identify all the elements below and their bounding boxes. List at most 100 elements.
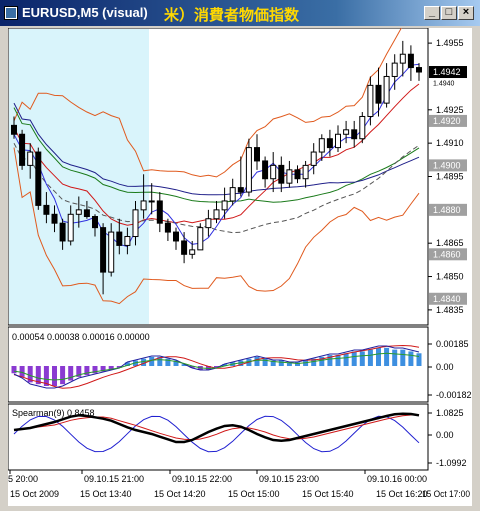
candle-body: [286, 169, 293, 184]
macd-bar: [367, 349, 373, 366]
macd-bar: [116, 366, 122, 368]
candle-body: [197, 227, 204, 251]
candle-body: [35, 151, 42, 206]
macd-bar: [43, 366, 49, 386]
macd-bar: [254, 356, 260, 366]
macd-bar: [376, 347, 381, 366]
candle-body: [205, 218, 212, 229]
spearman-tick-label: 1.0825: [436, 408, 464, 418]
spearman-tick-label: 0.00: [436, 430, 454, 440]
macd-bar: [295, 362, 300, 366]
ma-dashed-line: [13, 142, 420, 234]
macd-bar: [35, 366, 41, 385]
price-tick-label: 1.4910: [436, 138, 464, 148]
macd-bar: [19, 366, 25, 377]
current-price-label: 1.4942: [433, 67, 461, 77]
plot-area[interactable]: 1.4955 1.4925 1.4910 1.4895 1.4865 1.4850 1.48…: [7, 17, 472, 506]
minimize-button[interactable]: _: [424, 6, 440, 20]
candle-body: [391, 62, 398, 77]
ma-navy-line: [13, 102, 420, 196]
macd-bar: [92, 366, 98, 374]
macd-bar: [149, 356, 155, 366]
candle-body: [213, 209, 220, 220]
close-button[interactable]: ×: [458, 6, 474, 20]
candle-body: [335, 133, 341, 149]
spearman-red-line: [13, 414, 420, 441]
candle-body: [51, 213, 58, 224]
macd-bar: [278, 360, 284, 366]
macd-bar: [173, 360, 179, 366]
macd-bar: [416, 353, 422, 366]
candle-body: [164, 222, 171, 233]
time-axis-label-secondary: 15 Oct 2009: [10, 489, 59, 499]
macd-bar: [286, 362, 292, 366]
candle-body: [43, 204, 50, 215]
macd-bar: [60, 366, 66, 385]
candle-body: [302, 164, 309, 180]
macd-bar: [205, 366, 211, 370]
price-level-label: 1.4840: [433, 294, 461, 304]
maximize-button[interactable]: □: [441, 6, 457, 20]
price-tick-label: 1.4835: [436, 305, 464, 315]
macd-bar: [52, 366, 57, 386]
time-axis-label-secondary: 15 Oct 14:20: [154, 489, 206, 499]
candle-body: [189, 249, 196, 255]
macd-bar: [335, 355, 341, 366]
price-tick-label: 1.4850: [436, 272, 464, 282]
time-axis: 5 20:00 09.10.15 21:00 09.10.15 22:00 09.10…: [8, 470, 470, 499]
macd-tick-label: 0.00185: [436, 339, 469, 349]
macd-bar: [408, 351, 414, 366]
candle-body: [59, 222, 66, 242]
price-level-label: 1.4860: [433, 249, 461, 259]
candle-body: [245, 147, 252, 193]
price-level-box: [429, 159, 467, 172]
candle-body: [343, 129, 350, 135]
main-price-panel[interactable]: [7, 17, 429, 326]
bollinger-upper-line: [13, 17, 420, 178]
spearman-lines: [13, 412, 420, 453]
candle-body: [254, 147, 260, 162]
candle-body: [262, 160, 269, 180]
macd-bar: [351, 351, 357, 366]
price-level-label: 1.4900: [433, 160, 461, 170]
highlight-region: [9, 29, 149, 324]
candle-body: [416, 67, 422, 73]
time-axis-label: 09.10.15 22:00: [172, 474, 232, 484]
price-level-box: [429, 248, 467, 261]
candle-body: [132, 209, 139, 238]
price-tick-label: 1.4925: [436, 105, 464, 115]
chart-window-icon: [4, 6, 18, 20]
macd-bar: [181, 364, 187, 366]
macd-panel[interactable]: 0.00054 0.00038 0.00016 0.00000: [7, 326, 429, 403]
spearman-panel[interactable]: Spearman(9) 0.8458: [7, 403, 429, 471]
macd-bar: [327, 355, 333, 366]
chart-canvas[interactable]: 1.4955 1.4925 1.4910 1.4895 1.4865 1.4850 1.48…: [7, 17, 472, 506]
price-axis: 1.4955 1.4925 1.4910 1.4895 1.4865 1.4850 1.48…: [428, 38, 467, 315]
macd-bar: [108, 366, 114, 370]
time-axis-label: 09.10.15 21:00: [84, 474, 144, 484]
macd-bar: [359, 351, 365, 366]
candle-body: [229, 187, 236, 202]
candle-body: [237, 187, 244, 193]
candle-body: [27, 151, 34, 166]
price-level-box: [429, 114, 467, 127]
candle-body: [116, 231, 123, 246]
candle-body: [375, 84, 382, 104]
title-bar[interactable]: EURUSD,M5 (visual) 米）消費者物価指数 _ □ ×: [0, 0, 480, 26]
macd-bar: [84, 366, 90, 376]
macd-tick-label: -0.00182: [436, 390, 472, 400]
spearman-axis: 1.0825 0.00 -1.0992: [428, 408, 467, 468]
price-tick-label: 1.4865: [436, 238, 464, 248]
candle-body: [351, 129, 358, 140]
macd-panel-border: [7, 326, 429, 403]
time-axis-label: 09.10.15 23:00: [259, 474, 319, 484]
candle-body: [181, 240, 188, 255]
macd-axis: 0.00185 0.00 -0.00182: [428, 339, 472, 400]
candle-body: [173, 231, 179, 242]
bollinger-bands: [13, 17, 420, 305]
candle-body: [19, 133, 26, 166]
macd-bar: [270, 360, 276, 366]
spearman-tick-label: -1.0992: [436, 458, 467, 468]
time-axis-label: 5 20:00: [8, 474, 38, 484]
